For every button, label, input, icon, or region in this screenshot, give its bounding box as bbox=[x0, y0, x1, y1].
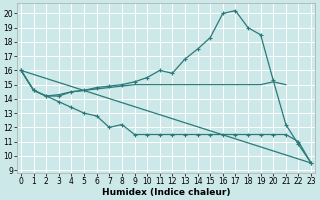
X-axis label: Humidex (Indice chaleur): Humidex (Indice chaleur) bbox=[102, 188, 230, 197]
